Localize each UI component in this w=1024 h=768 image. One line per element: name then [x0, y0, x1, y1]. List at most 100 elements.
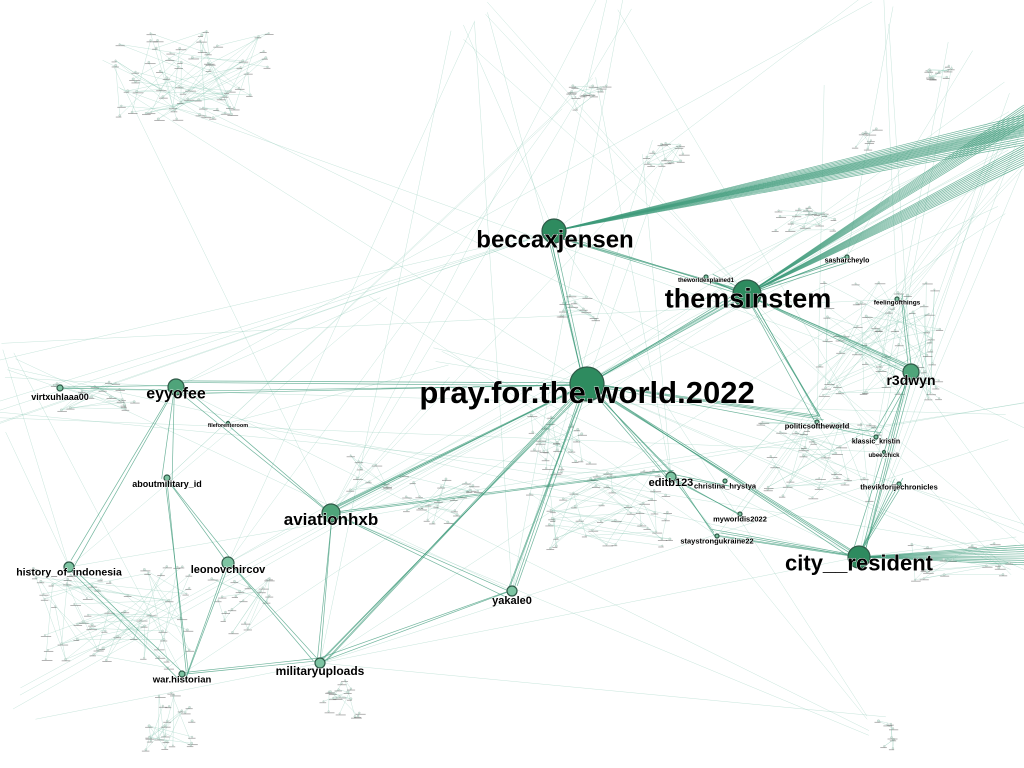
- micro-label-mark: [968, 546, 977, 548]
- micro-node: [338, 712, 341, 715]
- label-ubee-chick: ubee.chick: [868, 453, 900, 459]
- micro-node: [606, 485, 609, 488]
- micro-label-mark: [254, 37, 262, 39]
- micro-label-mark: [264, 34, 274, 36]
- micro-node: [802, 454, 805, 457]
- micro-label-mark: [559, 304, 571, 305]
- micro-edge: [206, 31, 209, 54]
- micro-label-mark: [661, 144, 671, 145]
- micro-edge: [97, 611, 109, 650]
- micro-label-mark: [624, 507, 633, 508]
- micro-node: [947, 64, 950, 67]
- background-edge: [739, 147, 1024, 515]
- micro-edge: [406, 485, 474, 511]
- micro-label-mark: [676, 161, 685, 163]
- micro-label-mark: [602, 86, 612, 88]
- micro-edge: [585, 531, 657, 536]
- background-edge: [883, 129, 1007, 453]
- micro-label-mark: [650, 513, 659, 515]
- micro-label-mark: [152, 48, 158, 50]
- micro-edge: [103, 638, 135, 649]
- micro-node: [985, 564, 988, 567]
- micro-node: [856, 325, 859, 327]
- micro-node: [866, 147, 869, 150]
- micro-node: [189, 744, 192, 747]
- bundle-edge: [553, 129, 1024, 232]
- background-edge: [441, 351, 860, 558]
- micro-node: [824, 213, 828, 217]
- label-feelingofthings: feelingofthings: [874, 299, 921, 306]
- node-politicsoftheworld: [814, 419, 820, 425]
- micro-label-mark: [657, 145, 668, 147]
- micro-node: [247, 586, 250, 589]
- micro-node: [877, 432, 880, 435]
- micro-edge: [780, 431, 841, 447]
- micro-node: [930, 337, 933, 340]
- edge-eyyofee-history-of-indonesia: [71, 389, 175, 571]
- micro-node: [239, 66, 242, 69]
- micro-node: [188, 88, 191, 91]
- micro-edge: [170, 52, 251, 96]
- micro-node: [529, 492, 531, 495]
- bundle-edge: [553, 114, 1024, 232]
- micro-label-mark: [371, 465, 383, 467]
- micro-edge: [350, 455, 387, 487]
- micro-edge: [612, 491, 644, 504]
- micro-edge: [70, 382, 116, 408]
- micro-label-mark: [661, 496, 671, 497]
- micro-label-mark: [111, 383, 121, 385]
- background-edge: [68, 402, 1024, 568]
- micro-label-mark: [162, 742, 170, 744]
- background-edge: [858, 122, 1024, 558]
- label-militaryuploads: militaryuploads: [276, 664, 365, 678]
- micro-edge: [358, 461, 376, 465]
- micro-label-mark: [995, 565, 1001, 567]
- micro-label-mark: [226, 91, 236, 93]
- micro-node: [69, 406, 72, 410]
- micro-node: [171, 106, 174, 109]
- micro-label-mark: [168, 108, 178, 110]
- micro-label-mark: [183, 99, 195, 101]
- micro-node: [789, 479, 792, 482]
- micro-node: [419, 507, 422, 510]
- micro-node: [868, 423, 872, 426]
- micro-node: [234, 595, 237, 598]
- micro-label-mark: [798, 450, 810, 452]
- micro-node: [158, 88, 162, 91]
- micro-edge: [878, 720, 892, 724]
- label-thevikforijechronicles: thevikforijechronicles: [860, 483, 938, 492]
- edge-pray-for-the-world-2022-editb123: [584, 381, 676, 478]
- micro-edge: [861, 282, 879, 303]
- micro-label-mark: [872, 129, 883, 131]
- micro-label-mark: [221, 613, 231, 614]
- background-edge: [2, 349, 70, 568]
- micro-edge: [839, 392, 899, 394]
- micro-node: [428, 503, 430, 506]
- micro-edge: [557, 498, 652, 539]
- micro-label-mark: [820, 457, 831, 459]
- micro-node: [185, 592, 188, 595]
- micro-node: [785, 485, 788, 487]
- micro-edge: [840, 282, 927, 353]
- micro-label-mark: [213, 110, 220, 111]
- micro-edge: [554, 504, 603, 512]
- micro-edge: [106, 611, 126, 661]
- micro-label-mark: [163, 721, 171, 723]
- micro-label-mark: [914, 367, 925, 368]
- micro-node: [580, 459, 583, 462]
- micro-edge: [557, 505, 629, 539]
- micro-node: [556, 536, 559, 539]
- background-edge: [113, 66, 332, 514]
- micro-label-mark: [678, 154, 690, 156]
- micro-edge: [672, 160, 681, 162]
- micro-node: [261, 586, 264, 589]
- micro-label-mark: [40, 636, 52, 637]
- micro-label-mark: [566, 93, 577, 95]
- micro-label-mark: [661, 520, 670, 522]
- micro-label-mark: [246, 95, 253, 97]
- micro-node: [653, 489, 656, 492]
- micro-label-mark: [140, 570, 151, 572]
- micro-label-mark: [572, 109, 578, 111]
- micro-label-mark: [216, 99, 226, 101]
- micro-edge: [579, 519, 607, 545]
